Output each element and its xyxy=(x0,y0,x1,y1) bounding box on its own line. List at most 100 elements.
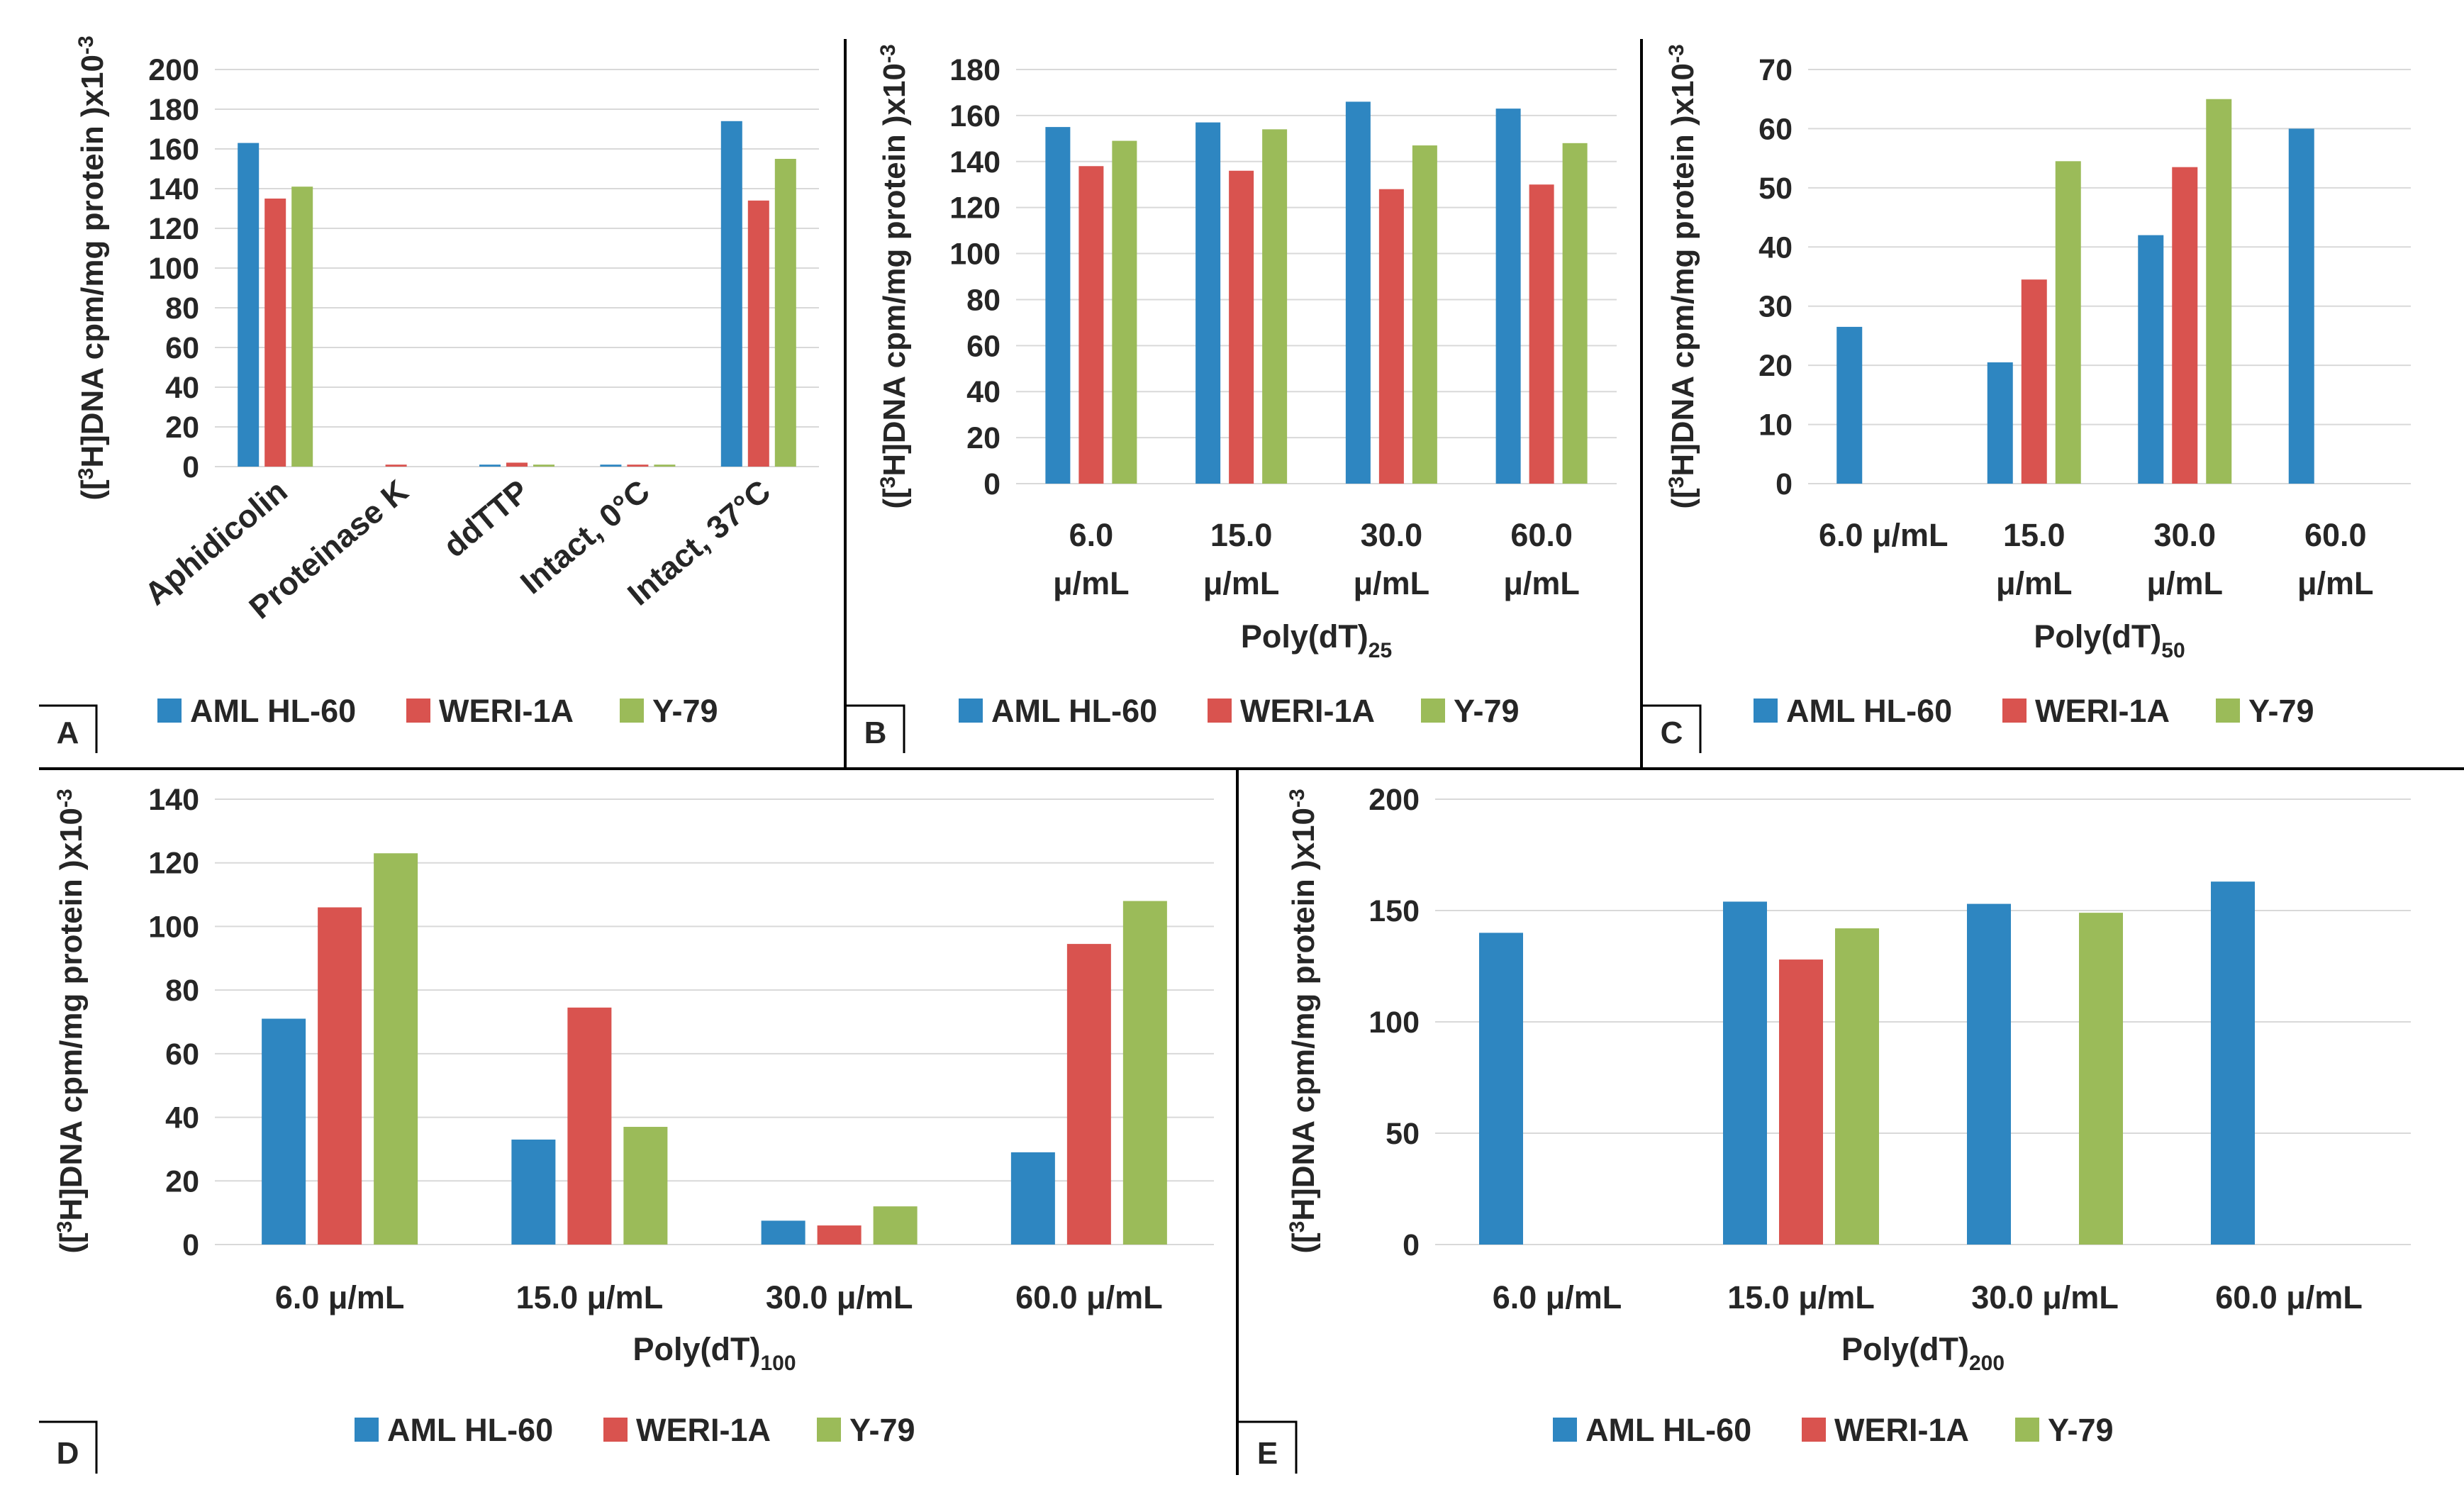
legend-swatch xyxy=(2015,1418,2039,1442)
y-tick-label: 40 xyxy=(966,375,1000,409)
y-axis-title-open: ([ xyxy=(54,1232,89,1254)
y-tick-label: 180 xyxy=(148,93,199,127)
bar xyxy=(1262,129,1288,484)
bar xyxy=(374,853,418,1245)
y-tick-label: 30 xyxy=(1758,290,1793,324)
bar xyxy=(1345,101,1371,484)
y-tick-label: 140 xyxy=(148,783,199,817)
bar xyxy=(1195,122,1221,484)
y-tick-label: 60 xyxy=(1758,112,1793,146)
x-tick-label: 15.0 xyxy=(1210,517,1273,553)
y-axis-title: ([3H]DNA cpm/mg protein )x10-3 xyxy=(876,44,912,508)
legend-label: WERI-1A xyxy=(439,693,574,729)
panel-label-box xyxy=(1239,1420,1298,1474)
y-axis-title-sup2: -3 xyxy=(74,35,98,55)
y-axis-title-open: ([ xyxy=(75,479,110,501)
legend-label: WERI-1A xyxy=(636,1412,771,1448)
x-tick-label: 6.0 xyxy=(1069,517,1114,553)
y-tick-label: 100 xyxy=(1368,1006,1420,1040)
bar xyxy=(318,907,362,1245)
bar xyxy=(511,1139,556,1245)
bar xyxy=(2206,99,2232,484)
legend-swatch xyxy=(406,699,430,723)
bar xyxy=(600,464,622,467)
y-axis-title-sup: 3 xyxy=(1665,477,1688,489)
panel-b: 0 20 40 60 80 100 120 140 160 180 6.0 μ/mL 15.0 μ/mL 3… xyxy=(847,44,1617,753)
y-tick-label: 0 xyxy=(983,467,1000,501)
y-axis-title: ([3H]DNA cpm/mg protein )x10-3 xyxy=(1286,789,1321,1253)
y-tick-label: 40 xyxy=(165,1101,199,1135)
y-axis-title-open: ([ xyxy=(877,488,912,509)
x-axis-title-subscript: 25 xyxy=(1368,639,1392,662)
bar xyxy=(291,187,313,467)
x-tick-label: μ/mL xyxy=(1053,565,1130,601)
bar xyxy=(2211,881,2255,1245)
x-tick-label: μ/mL xyxy=(2146,565,2223,601)
y-tick-label: 0 xyxy=(182,450,199,484)
y-axis-title-open: ([ xyxy=(1666,488,1700,509)
y-tick-label: 140 xyxy=(949,145,1000,179)
bar xyxy=(506,462,528,467)
x-axis-title: Poly(dT)50 xyxy=(2034,618,2185,662)
bar xyxy=(654,464,676,467)
y-tick-label: 120 xyxy=(148,847,199,881)
panel-label-box xyxy=(1643,704,1702,753)
y-tick-label: 50 xyxy=(1758,172,1793,206)
legend-label: AML HL-60 xyxy=(190,693,356,729)
x-axis-title-subscript: 100 xyxy=(760,1352,796,1375)
bar xyxy=(1529,184,1554,484)
legend-swatch xyxy=(1802,1418,1826,1442)
bar xyxy=(264,199,286,467)
legend-label: Y-79 xyxy=(1454,693,1520,729)
y-tick-label: 100 xyxy=(148,252,199,286)
panel-a: 020406080100120140160180200AphidicolinPr… xyxy=(39,35,819,753)
x-axis-title: Poly(dT)100 xyxy=(632,1331,796,1375)
y-tick-label: 60 xyxy=(966,329,1000,363)
legend-swatch xyxy=(1553,1418,1577,1442)
bar xyxy=(747,200,769,467)
y-tick-label: 80 xyxy=(966,283,1000,317)
y-axis-title-sup2: -3 xyxy=(1665,44,1688,63)
x-axis-title-main: Poly(dT) xyxy=(1841,1331,1969,1367)
bar xyxy=(1562,143,1588,484)
x-tick-label: 15.0 xyxy=(2003,517,2066,553)
bar xyxy=(627,464,649,467)
x-axis-title-subscript: 200 xyxy=(1969,1352,2005,1375)
legend-label: AML HL-60 xyxy=(991,693,1157,729)
bar xyxy=(479,464,501,467)
bar xyxy=(873,1206,918,1245)
bar xyxy=(385,464,407,467)
legend-label: WERI-1A xyxy=(1834,1412,1969,1448)
bar xyxy=(1378,189,1404,484)
bar xyxy=(774,159,796,467)
legend-swatch xyxy=(1754,699,1778,723)
legend-swatch xyxy=(2216,699,2240,723)
panel-c: 0 10 20 30 40 50 60 70 6.0 μ/mL 15.0 μ/mL 30.0 μ/mL 6… xyxy=(1643,44,2411,753)
x-tick-label: 15.0 μ/mL xyxy=(516,1279,664,1315)
x-axis-title-main: Poly(dT) xyxy=(1241,618,1368,655)
y-tick-label: 50 xyxy=(1386,1117,1420,1151)
bar xyxy=(1779,959,1823,1245)
y-tick-label: 60 xyxy=(165,1037,199,1072)
legend-label: Y-79 xyxy=(2048,1412,2114,1448)
y-tick-label: 160 xyxy=(949,99,1000,133)
legend-swatch xyxy=(355,1418,379,1442)
legend-label: Y-79 xyxy=(2248,693,2314,729)
x-tick-label: 15.0 μ/mL xyxy=(1727,1279,1875,1315)
bar xyxy=(1412,145,1437,484)
legend-swatch xyxy=(157,699,182,723)
x-tick-label: 6.0 μ/mL xyxy=(1493,1279,1622,1315)
bar xyxy=(262,1018,306,1245)
legend-swatch xyxy=(603,1418,628,1442)
bar xyxy=(1479,933,1523,1245)
legend-swatch xyxy=(1421,699,1445,723)
y-axis-title-main: H]DNA cpm/mg protein )x10 xyxy=(877,63,912,477)
x-tick-label: 60.0 μ/mL xyxy=(1015,1279,1163,1315)
y-tick-label: 0 xyxy=(1403,1228,1420,1262)
panel-e: 0 50 100 150 200 6.0 μ/mL 15.0 μ/mL 30.0 μ/mL 60… xyxy=(1239,783,2411,1474)
y-tick-label: 140 xyxy=(148,172,199,206)
bar xyxy=(1229,170,1254,484)
y-tick-label: 200 xyxy=(148,53,199,87)
legend-label: AML HL-60 xyxy=(1585,1412,1751,1448)
y-tick-label: 100 xyxy=(148,910,199,944)
